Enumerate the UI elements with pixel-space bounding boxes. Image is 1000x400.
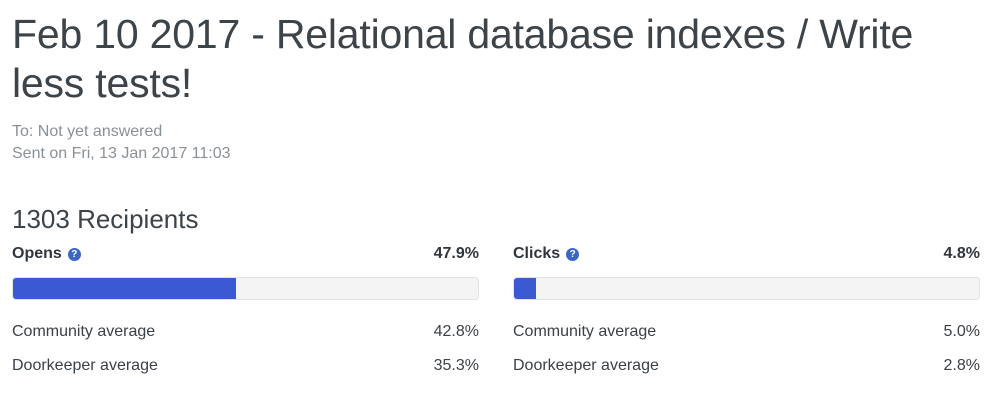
clicks-stat: Clicks ? 4.8% Community average 5.0% Doo… [513, 243, 980, 383]
clicks-doorkeeper-average-row: Doorkeeper average 2.8% [513, 349, 980, 383]
sent-line: Sent on Fri, 13 Jan 2017 11:03 [12, 145, 231, 162]
opens-community-average-row: Community average 42.8% [12, 315, 479, 349]
clicks-community-average-value: 5.0% [943, 323, 980, 340]
opens-progress-fill [13, 278, 236, 299]
opens-doorkeeper-average-value: 35.3% [433, 357, 479, 374]
clicks-progress-fill [514, 278, 537, 299]
clicks-header: Clicks ? 4.8% [513, 243, 980, 265]
opens-community-average-label: Community average [12, 323, 156, 340]
stats-panel: Opens ? 47.9% Community average 42.8% Do… [12, 243, 980, 383]
clicks-community-average-label: Community average [513, 323, 657, 340]
clicks-percent: 4.8% [943, 245, 980, 262]
clicks-help-icon[interactable]: ? [566, 247, 580, 261]
clicks-label-group: Clicks ? [513, 245, 580, 263]
opens-progress-bar [12, 277, 479, 300]
opens-stat: Opens ? 47.9% Community average 42.8% Do… [12, 243, 479, 383]
opens-doorkeeper-average-row: Doorkeeper average 35.3% [12, 349, 479, 383]
recipients-count: 1303 Recipients [12, 204, 199, 234]
opens-community-average-value: 42.8% [433, 323, 479, 340]
email-meta: To: Not yet answered Sent on Fri, 13 Jan… [12, 121, 980, 165]
opens-doorkeeper-average-label: Doorkeeper average [12, 357, 158, 374]
clicks-progress-bar [513, 277, 980, 300]
clicks-doorkeeper-average-label: Doorkeeper average [513, 357, 659, 374]
email-report: Feb 10 2017 - Relational database indexe… [12, 0, 980, 234]
opens-percent: 47.9% [433, 245, 479, 262]
clicks-label: Clicks [513, 245, 561, 262]
clicks-community-average-row: Community average 5.0% [513, 315, 980, 349]
clicks-doorkeeper-average-value: 2.8% [943, 357, 980, 374]
opens-label: Opens [12, 245, 62, 262]
opens-label-group: Opens ? [12, 245, 81, 263]
opens-header: Opens ? 47.9% [12, 243, 479, 265]
to-line: To: Not yet answered [12, 123, 163, 140]
page-title: Feb 10 2017 - Relational database indexe… [12, 11, 914, 106]
opens-help-icon[interactable]: ? [67, 247, 81, 261]
